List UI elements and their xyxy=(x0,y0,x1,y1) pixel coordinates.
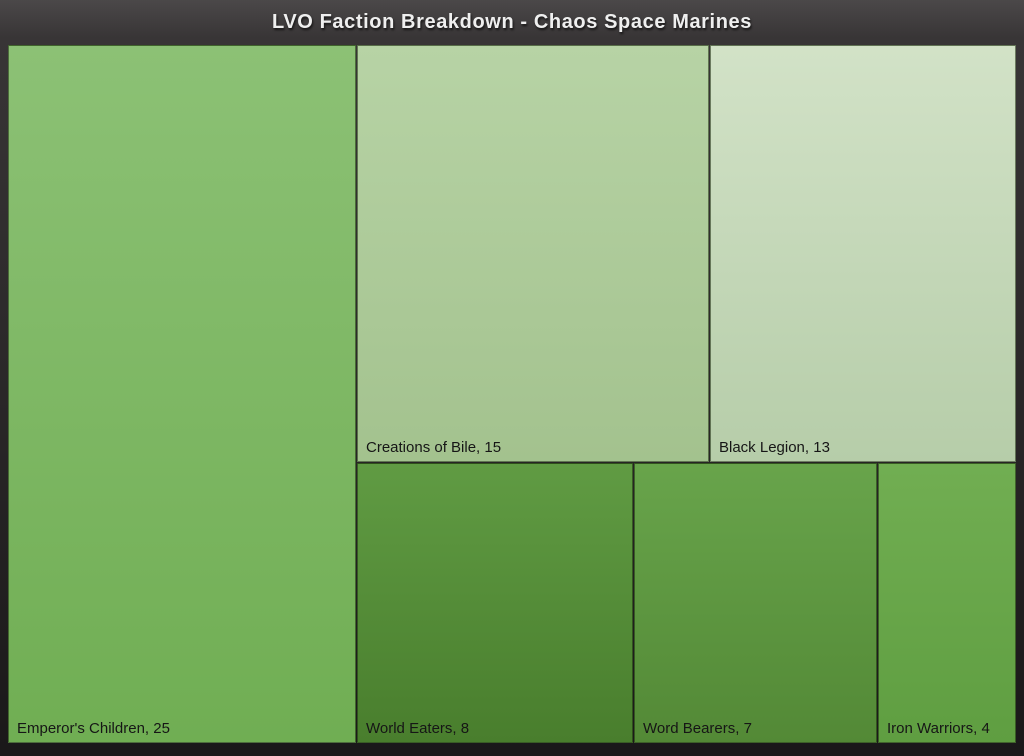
treemap-tile-creations-of-bile: Creations of Bile, 15 xyxy=(357,45,709,462)
tile-label-word-bearers: Word Bearers, 7 xyxy=(643,720,752,737)
treemap-tile-word-bearers: Word Bearers, 7 xyxy=(634,463,877,743)
treemap-tile-world-eaters: World Eaters, 8 xyxy=(357,463,633,743)
tile-label-black-legion: Black Legion, 13 xyxy=(719,439,830,456)
tile-label-iron-warriors: Iron Warriors, 4 xyxy=(887,720,990,737)
chart-title: LVO Faction Breakdown - Chaos Space Mari… xyxy=(272,10,752,33)
tile-label-world-eaters: World Eaters, 8 xyxy=(366,720,470,737)
treemap-tile-emperors-children: Emperor's Children, 25 xyxy=(8,45,356,743)
tile-label-creations-of-bile: Creations of Bile, 15 xyxy=(366,439,502,456)
treemap-tile-black-legion: Black Legion, 13 xyxy=(710,45,1016,462)
treemap-chart: Emperor's Children, 25 Creations of Bile,… xyxy=(8,45,1016,743)
treemap-tile-iron-warriors: Iron Warriors, 4 xyxy=(878,463,1016,743)
tile-label-emperors-children: Emperor's Children, 25 xyxy=(17,720,170,737)
